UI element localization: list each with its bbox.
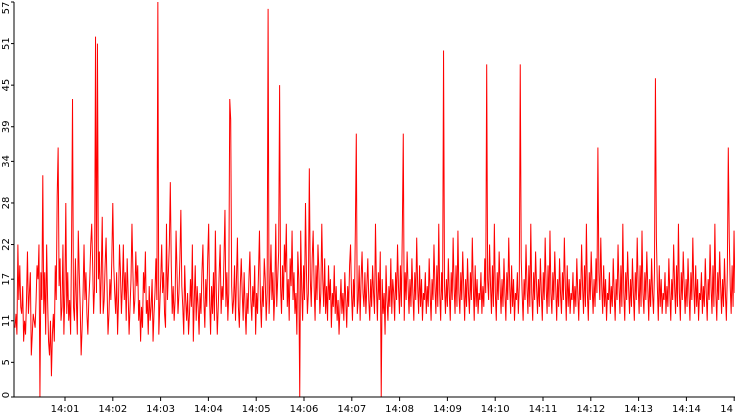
- x-tick-label: 14:03: [146, 404, 175, 415]
- x-tick-label: 14:09: [433, 404, 462, 415]
- y-tick-label: 22: [1, 238, 12, 251]
- y-axis-ticks: 0 5 11 17 22 28 34 39 45 51 57: [1, 1, 14, 398]
- y-tick-label: 39: [1, 120, 12, 133]
- x-tick-label: 14: [720, 404, 733, 415]
- y-tick-label: 51: [1, 37, 12, 50]
- y-tick-label: 5: [1, 359, 12, 365]
- y-tick-label: 45: [1, 79, 12, 92]
- x-tick-label: 14:07: [337, 404, 366, 415]
- x-tick-label: 14:01: [51, 404, 80, 415]
- x-tick-label: 14:10: [481, 404, 510, 415]
- y-tick-label: 28: [1, 197, 12, 210]
- y-tick-label: 57: [1, 2, 12, 15]
- x-tick-label: 14:06: [290, 404, 319, 415]
- y-tick-label: 17: [1, 273, 12, 286]
- x-tick-label: 14:12: [576, 404, 605, 415]
- axes: [13, 2, 735, 398]
- x-tick-label: 14:13: [624, 404, 653, 415]
- x-tick-label: 14:14: [672, 404, 701, 415]
- x-tick-label: 14:11: [529, 404, 558, 415]
- x-tick-label: 14:02: [98, 404, 127, 415]
- x-tick-label: 14:08: [385, 404, 414, 415]
- x-axis-ticks: 14:01 14:02 14:03 14:04 14:05 14:06 14:07 14:08…: [51, 397, 735, 415]
- series-line: [14, 1, 735, 398]
- y-tick-label: 0: [1, 392, 12, 398]
- y-tick-label: 11: [1, 314, 12, 327]
- y-tick-label: 34: [1, 155, 12, 168]
- series-line-layer: [14, 1, 735, 398]
- x-tick-label: 14:04: [194, 404, 223, 415]
- x-tick-label: 14:05: [242, 404, 271, 415]
